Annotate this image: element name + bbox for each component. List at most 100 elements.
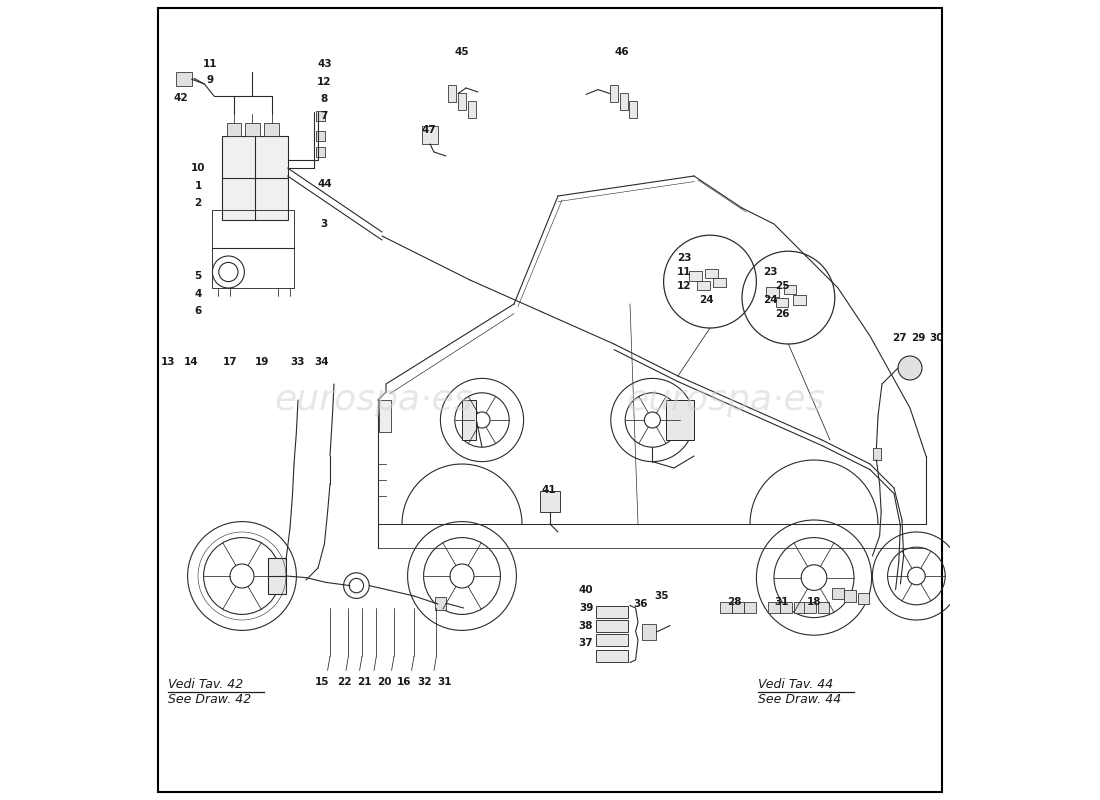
Text: 13: 13: [161, 357, 175, 366]
Bar: [316, 111, 326, 121]
Bar: [769, 602, 780, 613]
Bar: [176, 72, 191, 86]
Text: 16: 16: [397, 677, 411, 686]
Bar: [794, 602, 805, 613]
Text: 15: 15: [315, 677, 329, 686]
Bar: [804, 602, 815, 613]
Text: 35: 35: [654, 591, 669, 601]
Text: 14: 14: [185, 357, 199, 366]
Bar: [316, 131, 326, 141]
Text: See Draw. 44: See Draw. 44: [758, 693, 842, 706]
Bar: [227, 123, 241, 136]
Bar: [422, 126, 438, 144]
Text: 36: 36: [634, 599, 648, 609]
Bar: [766, 287, 779, 297]
Bar: [697, 281, 710, 290]
Text: 43: 43: [317, 59, 332, 69]
Text: 39: 39: [579, 603, 593, 613]
Text: 31: 31: [774, 597, 790, 606]
Bar: [733, 602, 744, 613]
Bar: [833, 588, 844, 599]
Bar: [642, 624, 657, 640]
Text: 29: 29: [911, 333, 925, 342]
Text: 31: 31: [437, 677, 452, 686]
Text: 6: 6: [195, 306, 201, 316]
Text: 20: 20: [377, 677, 392, 686]
Text: 22: 22: [337, 677, 352, 686]
Text: 34: 34: [315, 357, 329, 366]
Text: 23: 23: [678, 253, 692, 262]
Text: 12: 12: [678, 281, 692, 290]
Text: 45: 45: [454, 47, 470, 57]
Bar: [264, 123, 278, 136]
Bar: [793, 295, 806, 305]
Bar: [596, 620, 628, 632]
Text: 42: 42: [173, 93, 188, 102]
Bar: [780, 602, 792, 613]
Text: 24: 24: [698, 295, 713, 305]
Bar: [720, 602, 732, 613]
Bar: [212, 210, 294, 288]
Text: 8: 8: [321, 94, 328, 104]
Text: 7: 7: [321, 111, 328, 121]
Text: 37: 37: [579, 638, 593, 648]
Text: 1: 1: [195, 181, 201, 190]
Text: 11: 11: [678, 267, 692, 277]
Text: 25: 25: [774, 281, 790, 290]
Text: 12: 12: [317, 77, 332, 86]
Text: Vedi Tav. 44: Vedi Tav. 44: [758, 678, 834, 691]
Text: See Draw. 42: See Draw. 42: [167, 693, 251, 706]
Text: 4: 4: [195, 289, 201, 298]
Text: 18: 18: [806, 597, 822, 606]
Bar: [705, 269, 718, 278]
Bar: [596, 606, 628, 618]
Bar: [690, 271, 702, 281]
Text: 21: 21: [358, 677, 372, 686]
Text: 17: 17: [222, 357, 238, 366]
Text: eurospa·es: eurospa·es: [275, 383, 473, 417]
Circle shape: [898, 356, 922, 380]
Bar: [818, 602, 829, 613]
Bar: [596, 650, 628, 662]
Text: 24: 24: [762, 295, 778, 305]
Bar: [610, 85, 618, 102]
Bar: [245, 123, 260, 136]
Text: 2: 2: [195, 198, 201, 208]
Text: 9: 9: [207, 75, 213, 85]
Bar: [540, 491, 560, 512]
Text: 38: 38: [579, 621, 593, 630]
Text: 10: 10: [190, 163, 206, 173]
Text: 27: 27: [892, 333, 906, 342]
Bar: [462, 400, 476, 440]
Text: 33: 33: [290, 357, 306, 366]
Text: 41: 41: [541, 485, 556, 494]
Bar: [468, 101, 475, 118]
Bar: [596, 634, 628, 646]
Text: 28: 28: [727, 597, 741, 606]
Bar: [873, 448, 881, 460]
Text: eurospa·es: eurospa·es: [627, 383, 825, 417]
Text: 32: 32: [417, 677, 431, 686]
Bar: [776, 298, 789, 307]
Bar: [713, 278, 726, 287]
Bar: [449, 85, 456, 102]
Bar: [316, 147, 326, 157]
Text: 46: 46: [615, 47, 629, 57]
Bar: [629, 101, 637, 118]
Text: 47: 47: [421, 125, 436, 134]
Bar: [619, 93, 628, 110]
Bar: [783, 285, 796, 294]
Bar: [745, 602, 756, 613]
Bar: [845, 590, 856, 602]
Text: 11: 11: [202, 59, 218, 69]
Bar: [434, 597, 446, 610]
Text: 23: 23: [762, 267, 778, 277]
Bar: [222, 136, 287, 220]
Bar: [666, 400, 694, 440]
Text: 30: 30: [930, 333, 944, 342]
Text: 19: 19: [255, 357, 270, 366]
Bar: [378, 400, 390, 432]
Bar: [458, 93, 466, 110]
Text: 5: 5: [195, 271, 201, 281]
Text: 26: 26: [774, 309, 790, 318]
